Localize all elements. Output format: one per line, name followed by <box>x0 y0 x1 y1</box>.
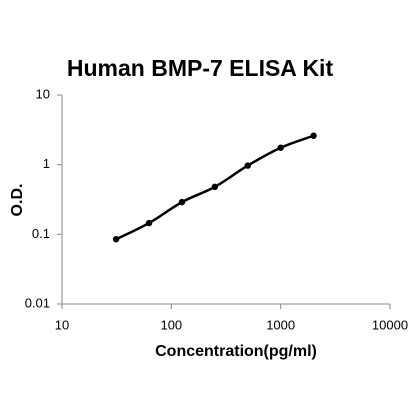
data-point <box>277 144 284 151</box>
data-point <box>112 236 120 243</box>
data-point <box>244 162 251 169</box>
x-tick-label: 100 <box>160 317 182 332</box>
y-tick-label: 0.01 <box>25 295 50 310</box>
y-tick-label: 1 <box>43 156 50 171</box>
y-axis-title: O.D. <box>9 184 26 217</box>
x-tick-label: 1000 <box>266 317 295 332</box>
data-point <box>178 198 186 206</box>
data-point <box>211 183 219 191</box>
y-tick-label: 10 <box>36 86 50 101</box>
x-axis-title: Concentration(pg/ml) <box>155 343 317 360</box>
x-tick-label: 10000 <box>372 317 408 332</box>
data-point <box>310 132 317 139</box>
x-tick-label: 10 <box>55 317 69 332</box>
chart-title: Human BMP-7 ELISA Kit <box>67 55 334 81</box>
y-tick-label: 0.1 <box>32 226 50 241</box>
data-point <box>145 219 153 227</box>
